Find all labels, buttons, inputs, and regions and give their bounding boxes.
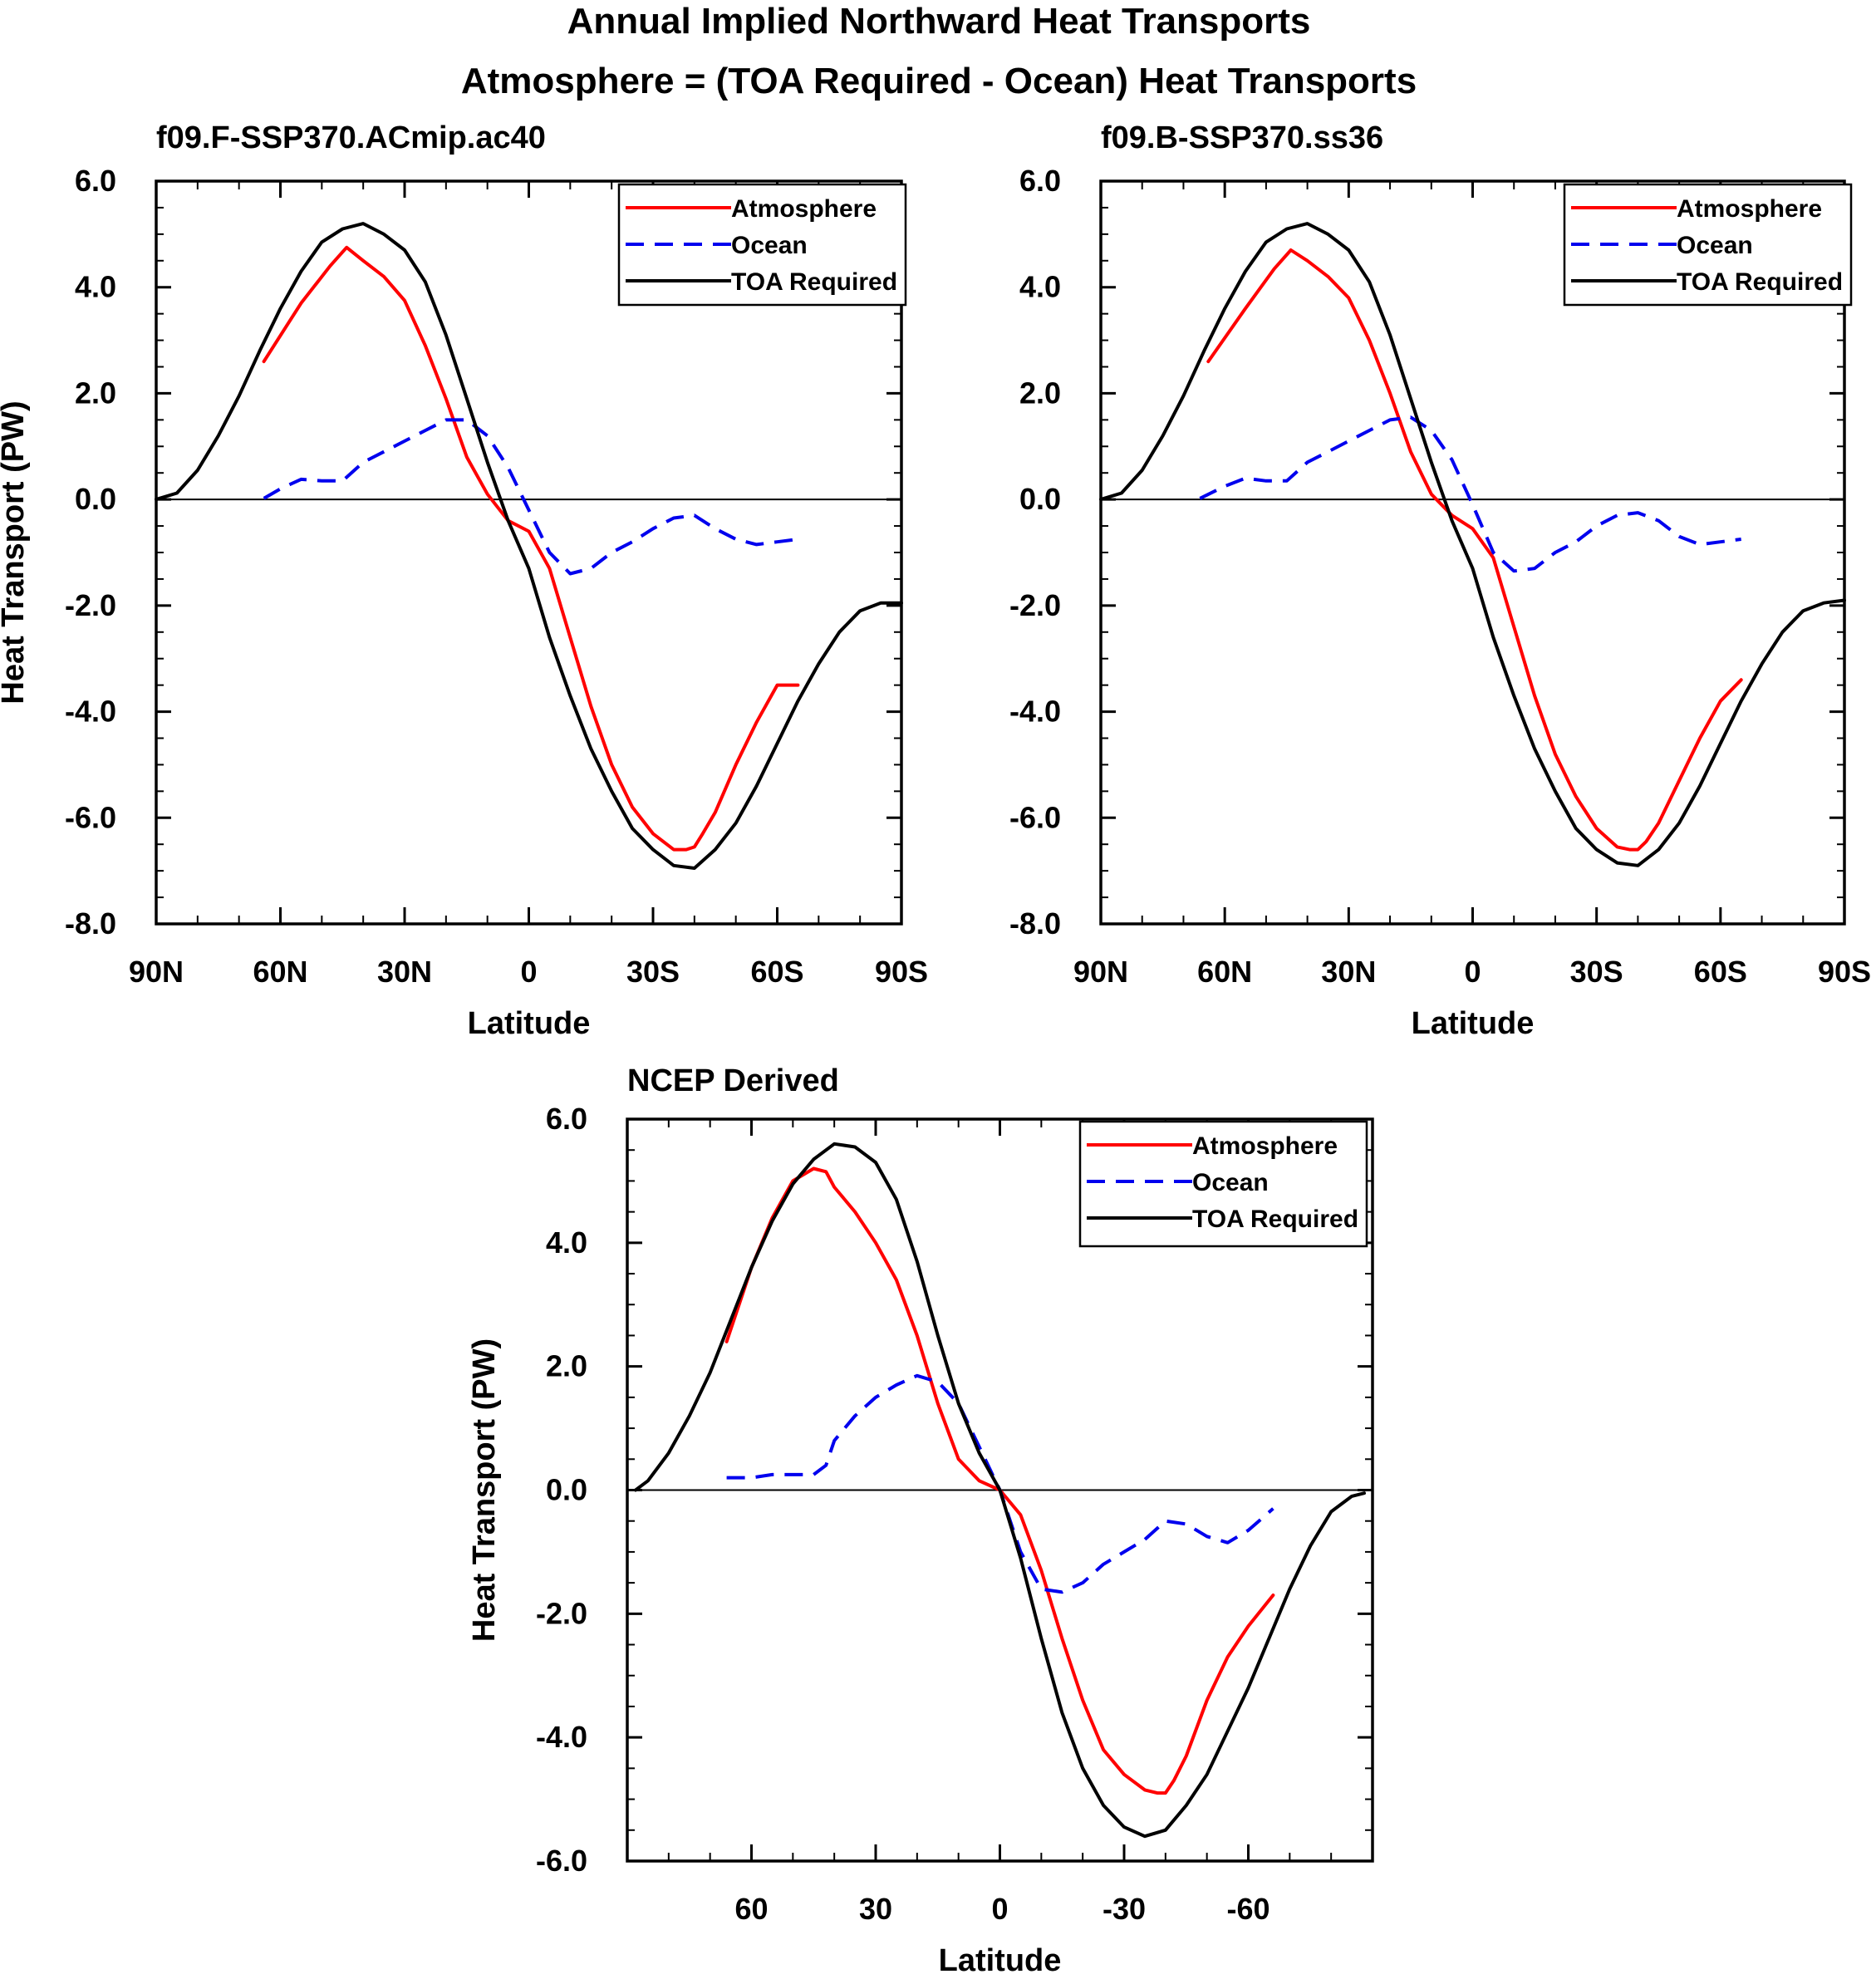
- x-tick-label: 90N: [1073, 955, 1128, 989]
- x-tick-label: 90S: [875, 955, 928, 989]
- y-tick-label: -6.0: [536, 1844, 587, 1878]
- series-line-toa-required: [1099, 222, 1846, 867]
- x-tick-label: 0: [520, 955, 537, 989]
- y-tick-label: -2.0: [536, 1596, 587, 1630]
- panel-title: NCEP Derived: [627, 1063, 839, 1098]
- legend-label: TOA Required: [1677, 268, 1843, 296]
- series-line-toa-required: [634, 1142, 1366, 1839]
- y-tick-label: -8.0: [65, 906, 116, 940]
- y-tick-label: 2.0: [1019, 376, 1061, 410]
- x-tick-label: 60: [734, 1892, 768, 1926]
- panel-title: f09.B-SSP370.ss36: [1101, 120, 1383, 155]
- y-tick-label: 2.0: [546, 1349, 587, 1383]
- series-line-toa-required: [155, 222, 903, 870]
- panel-title: f09.F-SSP370.ACmip.ac40: [156, 120, 546, 155]
- x-tick-label: 60S: [1694, 955, 1747, 989]
- series-line-atmosphere: [262, 245, 800, 852]
- series-line-atmosphere: [1206, 248, 1743, 852]
- y-tick-label: 0.0: [1019, 482, 1061, 516]
- y-tick-label: -6.0: [1009, 800, 1061, 834]
- y-tick-label: -4.0: [65, 695, 116, 729]
- x-tick-label: 60S: [750, 955, 803, 989]
- y-tick-label: 0.0: [75, 482, 116, 516]
- x-tick-label: -60: [1226, 1892, 1269, 1926]
- x-tick-label: 30: [859, 1892, 892, 1926]
- y-tick-label: -4.0: [536, 1720, 587, 1754]
- x-tick-label: 30S: [1570, 955, 1623, 989]
- series-line-ocean: [263, 418, 798, 576]
- y-tick-label: 2.0: [75, 376, 116, 410]
- y-tick-label: 4.0: [1019, 270, 1061, 304]
- series-line-ocean: [1199, 415, 1741, 573]
- legend-box: [617, 183, 907, 307]
- figure-title-line1: Annual Implied Northward Heat Transports: [567, 1, 1311, 42]
- y-axis-label: Heat Transport (PW): [467, 1338, 502, 1642]
- legend-label: Atmosphere: [1192, 1132, 1338, 1160]
- legend-label: Ocean: [1192, 1169, 1269, 1196]
- panel-ncep-derived: 60 30 0 -30 -60 -6.0 -4.0 -2.0 0.0 2.0 4.0 6.0 NCEP …: [467, 1063, 1374, 1978]
- figure-title-line2: Atmosphere = (TOA Required - Ocean) Heat…: [461, 61, 1417, 101]
- x-tick-label: 30N: [377, 955, 432, 989]
- legend-label: Atmosphere: [1677, 195, 1822, 223]
- x-tick-label: 0: [1464, 955, 1481, 989]
- y-tick-label: 6.0: [1019, 164, 1061, 198]
- y-tick-label: -4.0: [1009, 695, 1061, 729]
- x-tick-label: 90S: [1818, 955, 1871, 989]
- x-axis-label: Latitude: [939, 1943, 1062, 1978]
- panel-model-ss36: 90N 60N 30N 0 30S 60S 90S -8.0 -6.0 -4.0 -2.0 0.0 2.…: [1009, 120, 1871, 1041]
- y-tick-label: 4.0: [75, 270, 116, 304]
- y-tick-label: 4.0: [546, 1225, 587, 1260]
- y-axis-label: Heat Transport (PW): [0, 400, 31, 704]
- y-tick-label: -6.0: [65, 800, 116, 834]
- legend-label: Atmosphere: [731, 195, 877, 223]
- legend-label: TOA Required: [731, 268, 897, 296]
- y-tick-label: -2.0: [65, 588, 116, 622]
- series-line-ocean: [726, 1373, 1274, 1594]
- x-tick-label: -30: [1103, 1892, 1146, 1926]
- y-tick-label: 0.0: [546, 1473, 587, 1507]
- series-line-atmosphere: [724, 1166, 1275, 1795]
- legend-label: TOA Required: [1192, 1206, 1358, 1233]
- x-axis-label: Latitude: [468, 1006, 591, 1041]
- legend-label: Ocean: [731, 232, 808, 259]
- x-tick-label: 90N: [129, 955, 184, 989]
- y-tick-label: -2.0: [1009, 588, 1061, 622]
- x-tick-label: 30N: [1321, 955, 1376, 989]
- panel-model-ac40: 90N 60N 30N 0 30S 60S 90S -8.0 -6.0 -4.0 -2.0 0.0 2.…: [0, 120, 928, 1041]
- y-tick-label: -8.0: [1009, 906, 1061, 940]
- y-tick-label: 6.0: [546, 1102, 587, 1136]
- y-tick-label: 6.0: [75, 164, 116, 198]
- legend-label: Ocean: [1677, 232, 1753, 259]
- legend-box: [1078, 1120, 1368, 1248]
- x-tick-label: 30S: [626, 955, 680, 989]
- x-tick-label: 60N: [253, 955, 307, 989]
- x-tick-label: 60N: [1197, 955, 1252, 989]
- x-tick-label: 0: [991, 1892, 1008, 1926]
- x-axis-label: Latitude: [1412, 1006, 1535, 1041]
